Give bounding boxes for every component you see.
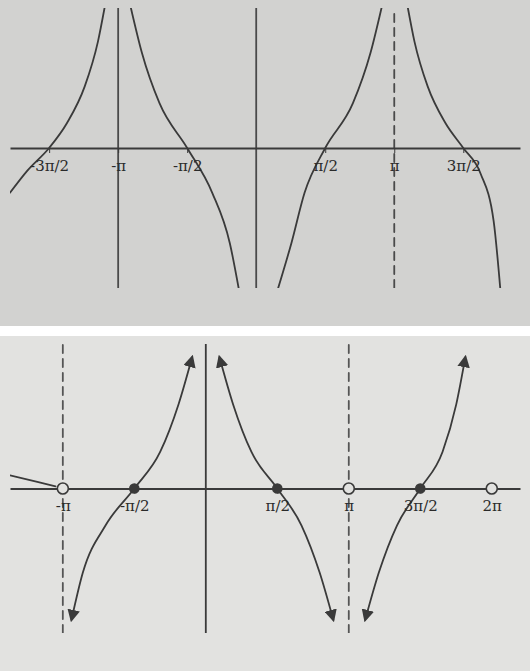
open-point xyxy=(57,483,68,494)
tick-mark xyxy=(118,148,119,153)
point xyxy=(130,484,139,493)
panel: -3π/2 -π -π/2 π/2 π 3π/2 xyxy=(0,0,530,326)
x-axis-line xyxy=(11,488,521,490)
tick-label: 3π/2 xyxy=(447,157,481,175)
tick-label: 3π/2 xyxy=(404,497,438,515)
tick: -π/2 xyxy=(173,148,203,175)
x-axis: -3π/2 -π -π/2 π/2 π 3π/2 xyxy=(11,148,521,175)
tick-label: -π xyxy=(56,497,71,515)
point xyxy=(416,484,425,493)
x-axis-line xyxy=(11,148,521,150)
curve xyxy=(10,8,105,193)
open-point xyxy=(343,483,354,494)
tick: -3π/2 xyxy=(30,148,69,175)
tick-mark xyxy=(49,148,50,153)
tick-mark xyxy=(325,148,326,153)
tick: π/2 xyxy=(313,148,337,175)
x-axis: -π -π/2 π/2 π 3π/2 2π xyxy=(11,489,521,516)
open-point xyxy=(486,483,497,494)
curve xyxy=(10,475,56,486)
tick-label: π xyxy=(344,497,354,515)
tick-label: -π xyxy=(111,157,126,175)
tick-label: π/2 xyxy=(266,497,290,515)
panel: -π -π/2 π/2 π 3π/2 2π xyxy=(0,336,530,671)
chart-root: -3π/2 -π -π/2 π/2 π 3π/2 -π -π/2 π/2 π 3π/2 2π xyxy=(0,0,530,671)
tick-mark xyxy=(394,148,395,153)
tick-mark xyxy=(463,148,464,153)
tick-mark xyxy=(187,148,188,153)
plot-points xyxy=(57,483,497,494)
tick: π xyxy=(390,148,400,175)
panel-background xyxy=(0,0,530,326)
tick-label: -3π/2 xyxy=(30,157,69,175)
tick: -π xyxy=(111,148,126,175)
tick-label: π/2 xyxy=(313,157,337,175)
tick-label: 2π xyxy=(483,497,503,515)
tick-label: -π/2 xyxy=(173,157,203,175)
tick: 3π/2 xyxy=(447,148,481,175)
point xyxy=(273,484,282,493)
tick-label: π xyxy=(390,157,400,175)
panel-background xyxy=(0,336,530,671)
tick-label: -π/2 xyxy=(120,497,150,515)
